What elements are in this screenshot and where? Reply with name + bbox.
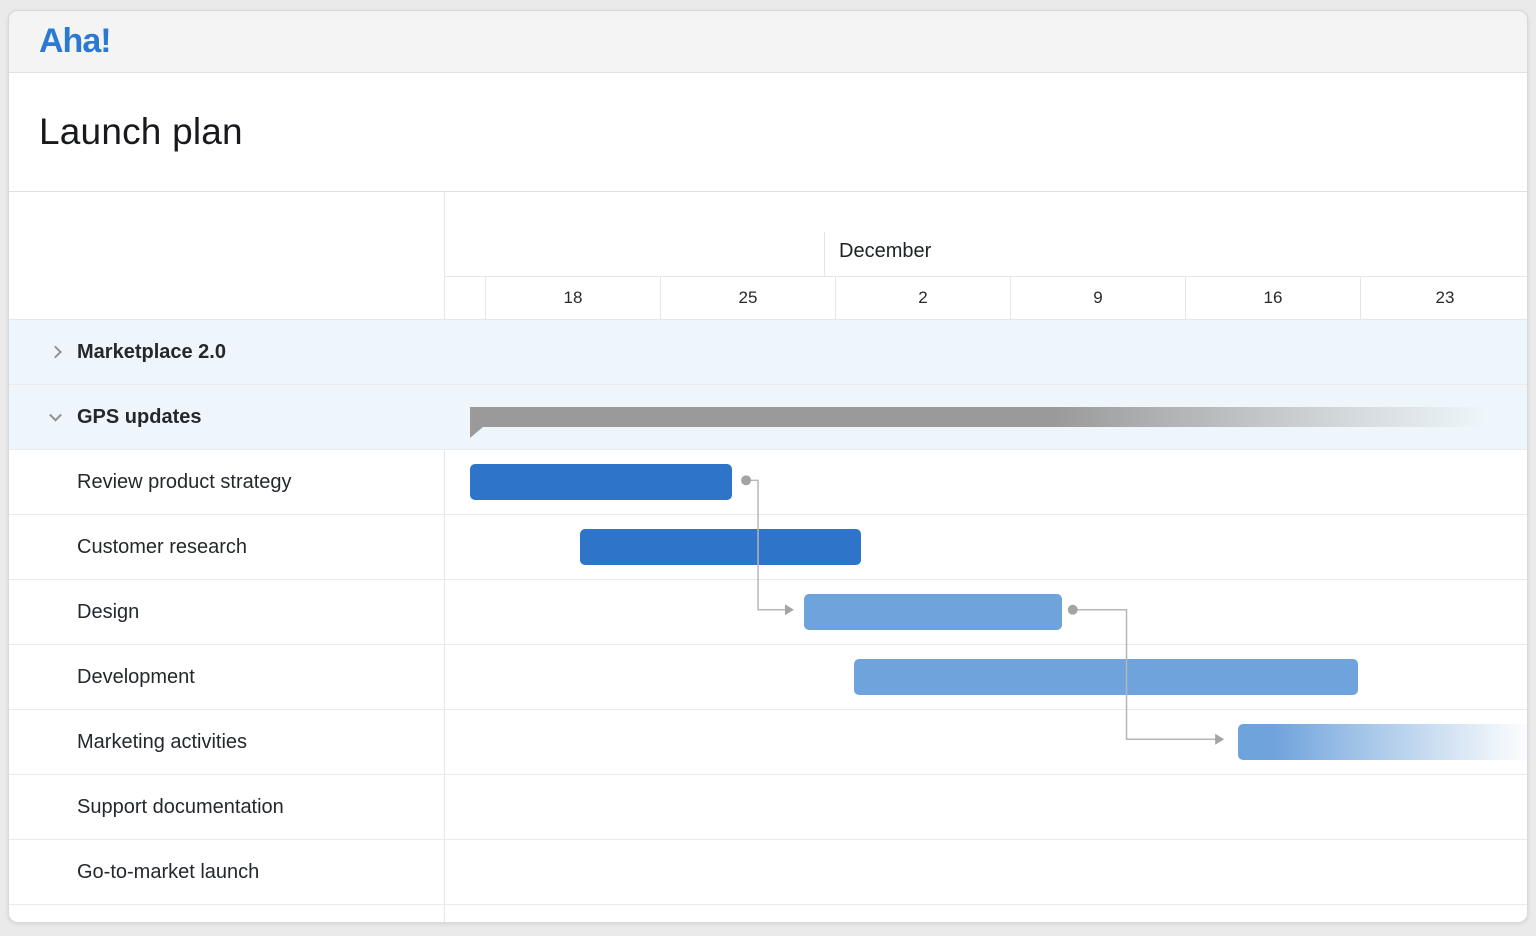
gantt-bar-development[interactable]	[854, 659, 1358, 695]
task-row-development[interactable]: Development	[9, 645, 1527, 710]
chevron-right-icon[interactable]	[49, 345, 62, 359]
page-title: Launch plan	[39, 111, 243, 152]
title-bar: Launch plan	[9, 73, 1527, 191]
week-header-2: 2	[835, 277, 1010, 319]
group-row-gps-updates[interactable]: GPS updates	[9, 385, 1527, 450]
week-header-16: 16	[1185, 277, 1360, 319]
gantt-bar-design[interactable]	[804, 594, 1062, 630]
chevron-down-icon[interactable]	[49, 408, 62, 422]
task-row-customer-research[interactable]: Customer research	[9, 515, 1527, 580]
row-label-marketing-activities: Marketing activities	[77, 730, 248, 753]
top-bar: Aha!	[9, 11, 1527, 73]
task-row-design[interactable]: Design	[9, 580, 1527, 645]
row-label-review-product-strategy: Review product strategy	[77, 470, 292, 493]
app-window: Aha! Launch plan December 18 25 2 9 16 23 Mar…	[8, 10, 1528, 923]
task-row-marketing-activities[interactable]: Marketing activities	[9, 710, 1527, 775]
row-label-customer-research: Customer research	[77, 535, 248, 558]
row-label-marketplace-2-0: Marketplace 2.0	[77, 340, 226, 363]
task-row-go-to-market-launch[interactable]: Go-to-market launch	[9, 840, 1527, 905]
gantt-bar-marketing-activities[interactable]	[1238, 724, 1527, 760]
week-header-25: 25	[660, 277, 835, 319]
gantt-bar-customer-research[interactable]	[580, 529, 861, 565]
row-label-design: Design	[77, 600, 140, 623]
row-label-gps-updates: GPS updates	[77, 405, 202, 428]
task-row-review-product-strategy[interactable]: Review product strategy	[9, 450, 1527, 515]
month-divider	[824, 232, 825, 276]
row-label-go-to-market-launch: Go-to-market launch	[77, 860, 260, 883]
aha-logo: Aha!	[39, 22, 112, 60]
week-header-18: 18	[485, 277, 660, 319]
week-header-23: 23	[1360, 277, 1527, 319]
row-label-development: Development	[77, 665, 195, 688]
gantt-chart: December 18 25 2 9 16 23 Marketplace 2.0 GPS u…	[9, 191, 1527, 922]
gantt-bar-gps-updates[interactable]	[470, 407, 1527, 438]
task-row-support-documentation[interactable]: Support documentation	[9, 775, 1527, 840]
week-header-9: 9	[1010, 277, 1185, 319]
row-label-support-documentation: Support documentation	[77, 795, 284, 818]
gantt-bar-review-product-strategy[interactable]	[470, 464, 732, 500]
label-column-divider	[444, 192, 445, 922]
gantt-rows: Marketplace 2.0 GPS updates Review product…	[9, 319, 1527, 905]
timeline-week-header: 18 25 2 9 16 23	[444, 276, 1527, 319]
group-row-marketplace-2-0[interactable]: Marketplace 2.0	[9, 320, 1527, 385]
month-label: December	[839, 240, 932, 262]
